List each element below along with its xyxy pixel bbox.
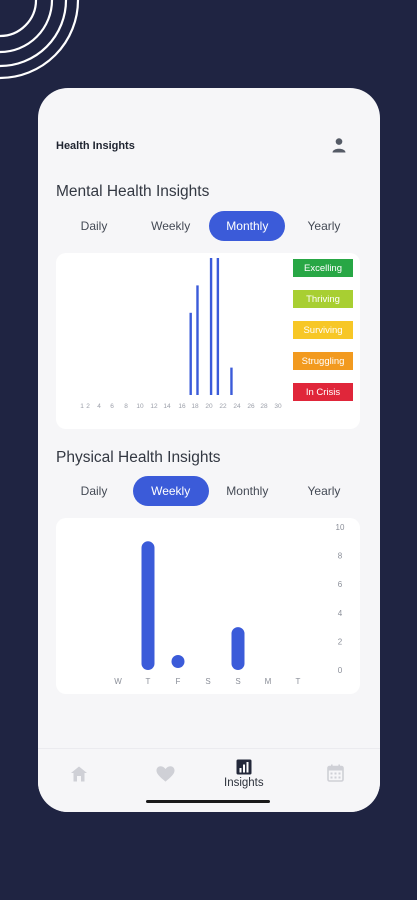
mental-x-tick: 10 [136,403,144,410]
legend-excelling-label: Excelling [303,262,343,274]
legend-struggling: Struggling [293,352,353,370]
mental-tab-monthly[interactable]: Monthly [209,211,286,241]
home-indicator [146,800,270,803]
mental-x-tick: 18 [191,403,199,410]
legend-surviving: Surviving [293,321,353,339]
mental-health-chart: 1 2 4 6 8 10 12 14 16 18 20 22 24 26 28 30 [80,258,282,410]
physical-health-tabs: Daily Weekly Monthly Yearly [56,476,362,506]
user-profile-icon[interactable] [331,137,347,153]
home-icon [71,766,87,782]
physical-y-tick: 10 [336,523,345,532]
physical-x-tick: F [176,677,181,686]
mental-tab-weekly[interactable]: Weekly [151,219,191,233]
physical-tab-daily[interactable]: Daily [80,484,108,498]
mental-bar-day-20 [209,258,213,395]
physical-x-tick: S [205,677,210,686]
mental-bar-day-21 [216,258,220,395]
mental-x-tick: 14 [163,403,171,410]
bar-chart-icon [236,759,252,775]
mental-x-tick: 20 [205,403,213,410]
physical-y-tick: 0 [338,666,343,675]
mental-x-tick: 6 [110,403,114,410]
app-header: Health Insights [38,88,380,158]
physical-y-tick: 2 [338,637,343,646]
mental-x-tick: 4 [97,403,101,410]
mental-x-tick: 2 [86,403,90,410]
nav-health[interactable] [156,765,175,783]
mental-health-tabs: Daily Weekly Monthly Yearly [56,211,362,241]
physical-bar-1 [141,541,155,670]
physical-tab-yearly[interactable]: Yearly [307,484,341,498]
legend-excelling: Excelling [293,259,353,277]
mental-x-tick: 26 [247,403,255,410]
calendar-icon [327,764,344,782]
physical-x-tick: T [146,677,151,686]
heart-icon [156,766,175,782]
mental-bar-day-23 [230,367,233,395]
app-title: Health Insights [56,140,135,152]
physical-tab-monthly[interactable]: Monthly [226,484,269,498]
mental-tab-yearly[interactable]: Yearly [307,219,341,233]
physical-bar-2 [171,655,185,668]
physical-y-tick: 4 [338,609,343,618]
mental-bar-day-17 [189,312,192,395]
nav-home[interactable] [70,765,88,783]
legend-surviving-label: Surviving [303,324,343,336]
nav-insights[interactable]: Insights [224,759,264,789]
mental-health-title: Mental Health Insights [56,183,210,200]
legend-in-crisis-label: In Crisis [305,386,341,398]
physical-x-tick: S [235,677,240,686]
mental-x-tick: 30 [274,403,282,410]
mental-x-tick: 8 [124,403,128,410]
physical-y-tick: 6 [338,580,343,589]
mental-x-tick: 24 [233,403,241,410]
legend-thriving: Thriving [293,290,353,308]
physical-health-title: Physical Health Insights [56,449,221,466]
decorative-arcs [0,0,80,80]
mental-health-chart-card: 1 2 4 6 8 10 12 14 16 18 20 22 24 26 28 30 Excelling Th… [56,253,360,429]
phone-screen: Health Insights Mental Health Insights D… [38,88,380,812]
physical-y-tick: 8 [338,552,343,561]
physical-bar-4 [231,627,245,670]
legend-thriving-label: Thriving [306,293,340,305]
mental-x-tick: 22 [219,403,227,410]
mental-tab-daily[interactable]: Daily [80,219,108,233]
mental-bar-day-18 [196,285,199,395]
mental-x-tick: 28 [260,403,268,410]
mental-x-tick: 16 [178,403,186,410]
nav-insights-label: Insights [224,777,264,789]
nav-calendar[interactable] [327,764,344,782]
legend-struggling-label: Struggling [301,355,345,367]
physical-health-chart-card: W T F S S M T 10 8 6 4 2 0 [56,518,360,694]
physical-tab-weekly[interactable]: Weekly [132,476,209,506]
mental-x-tick: 1 [80,403,84,410]
physical-x-tick: M [265,677,272,686]
physical-x-tick: W [114,677,122,686]
physical-x-tick: T [296,677,301,686]
physical-health-chart: W T F S S M T 10 8 6 4 2 0 [114,523,345,686]
mental-x-tick: 12 [150,403,158,410]
legend-in-crisis: In Crisis [293,383,353,401]
